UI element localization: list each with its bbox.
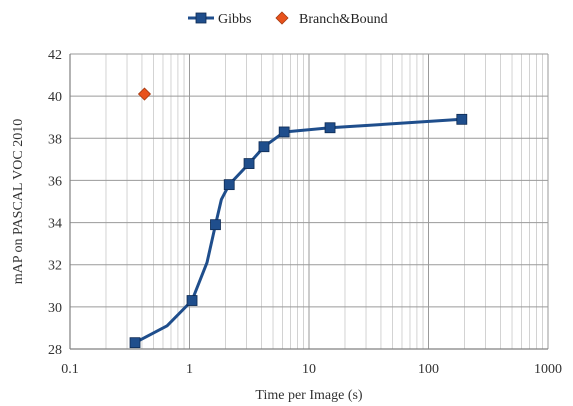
y-tick-label: 36 (48, 174, 62, 189)
axes (69, 54, 548, 350)
data-point (223, 179, 235, 191)
y-tick-label: 42 (48, 48, 62, 63)
y-tick-label: 30 (48, 301, 62, 316)
data-point (456, 113, 468, 125)
square-marker-icon (195, 12, 207, 24)
series-1 (137, 87, 152, 101)
y-tick-label: 40 (48, 90, 62, 105)
legend-label: Branch&Bound (299, 12, 388, 27)
legend-item-0: Gibbs (188, 12, 251, 27)
data-point (129, 337, 141, 349)
y-tick-label: 28 (48, 343, 62, 358)
series-layer (129, 87, 468, 349)
legend-item-1: Branch&Bound (275, 11, 388, 27)
data-point (137, 87, 152, 101)
legend-label: Gibbs (218, 12, 251, 27)
data-point (186, 295, 198, 306)
x-tick-label: 1 (186, 362, 193, 377)
axis-labels: 28 30 32 34 36 38 40 42 0.1 1 10 100 1000 (48, 48, 562, 377)
data-point (278, 126, 290, 138)
y-tick-label: 32 (48, 259, 62, 274)
y-axis-title: mAP on PASCAL VOC 2010 (11, 119, 26, 284)
x-tick-label: 10 (302, 362, 316, 377)
y-tick-label: 38 (48, 132, 62, 147)
diamond-marker-icon (275, 11, 289, 25)
x-tick-label: 100 (418, 362, 439, 377)
data-point (210, 219, 221, 231)
grid (69, 53, 549, 350)
data-point (324, 122, 336, 134)
x-tick-label: 1000 (534, 362, 562, 377)
legend: Gibbs Branch&Bound (188, 11, 388, 27)
series-0 (129, 113, 468, 349)
x-tick-label: 0.1 (61, 362, 79, 377)
x-axis-title: Time per Image (s) (255, 388, 363, 403)
data-point (258, 141, 270, 153)
data-point (243, 158, 255, 169)
y-tick-label: 34 (48, 217, 62, 232)
